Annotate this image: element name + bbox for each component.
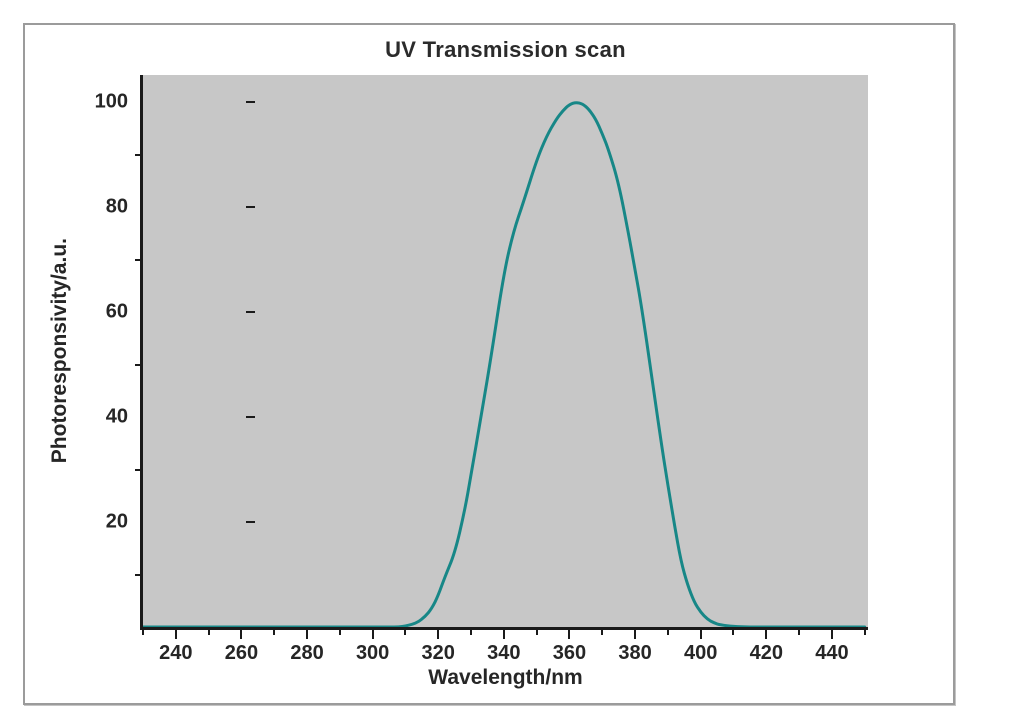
x-axis-label: Wavelength/nm (428, 666, 583, 689)
y-axis-label-wrap: Photoresponsivity/a.u. (45, 75, 75, 627)
x-tick-label: 360 (552, 642, 587, 664)
x-minor-tick (666, 630, 669, 635)
x-minor-tick (470, 630, 473, 635)
y-tick-label: 100 (94, 90, 128, 113)
x-major-tick (240, 630, 243, 639)
x-axis-ticks (142, 630, 868, 644)
x-axis-line (140, 627, 868, 630)
x-major-tick (765, 630, 768, 639)
y-major-tick (246, 311, 255, 314)
x-major-tick (437, 630, 440, 639)
x-minor-tick (338, 630, 341, 635)
y-axis-label: Photoresponsivity/a.u. (48, 238, 71, 464)
x-major-tick (371, 630, 374, 639)
uv-transmission-curve (143, 101, 867, 627)
x-tick-label: 280 (290, 642, 324, 664)
x-tick-label: 400 (684, 642, 718, 664)
x-major-tick (502, 630, 505, 639)
x-minor-tick (601, 630, 604, 635)
y-minor-tick (135, 468, 140, 471)
y-tick-label: 80 (105, 195, 128, 218)
x-tick-label: 340 (487, 642, 521, 664)
x-major-tick (634, 630, 637, 639)
x-minor-tick (273, 630, 276, 635)
x-tick-label: 440 (815, 642, 849, 664)
x-minor-tick (142, 630, 144, 635)
x-minor-tick (404, 630, 407, 635)
curve-path (143, 101, 867, 627)
y-axis-line (140, 75, 143, 630)
x-axis-tick-labels: 240 260 280 300 320 340 360 380 400 420 440 (143, 642, 868, 666)
x-tick-label: 260 (224, 642, 259, 664)
x-tick-label: 320 (421, 642, 455, 664)
y-minor-tick (135, 153, 140, 156)
y-minor-tick (135, 363, 140, 366)
x-minor-tick (732, 630, 735, 635)
chart-title: UV Transmission scan (385, 37, 626, 62)
x-tick-label: 420 (749, 642, 783, 664)
y-minor-tick (135, 573, 140, 576)
y-tick-label: 60 (105, 300, 128, 323)
plot-area (143, 75, 868, 627)
y-axis-ticks (25, 75, 255, 627)
x-minor-tick (207, 630, 210, 635)
x-minor-tick (863, 630, 866, 635)
y-tick-label: 40 (105, 405, 128, 428)
y-axis-tick-labels: 20 40 60 80 100 (25, 75, 128, 627)
y-major-tick (246, 206, 255, 209)
chart-figure: UV Transmission scan 240 260 280 300 320 340 3… (23, 23, 955, 705)
x-major-tick (699, 630, 702, 639)
x-tick-label: 380 (618, 642, 652, 664)
y-major-tick (246, 416, 255, 419)
x-tick-label: 300 (355, 642, 390, 664)
x-major-tick (174, 630, 177, 639)
x-minor-tick (535, 630, 538, 635)
x-minor-tick (798, 630, 801, 635)
x-major-tick (568, 630, 571, 639)
y-minor-tick (135, 258, 140, 261)
y-major-tick (246, 521, 255, 524)
y-major-tick (246, 101, 255, 104)
x-tick-label: 240 (159, 642, 193, 664)
x-major-tick (306, 630, 309, 639)
x-major-tick (830, 630, 833, 639)
y-tick-label: 20 (105, 510, 128, 533)
